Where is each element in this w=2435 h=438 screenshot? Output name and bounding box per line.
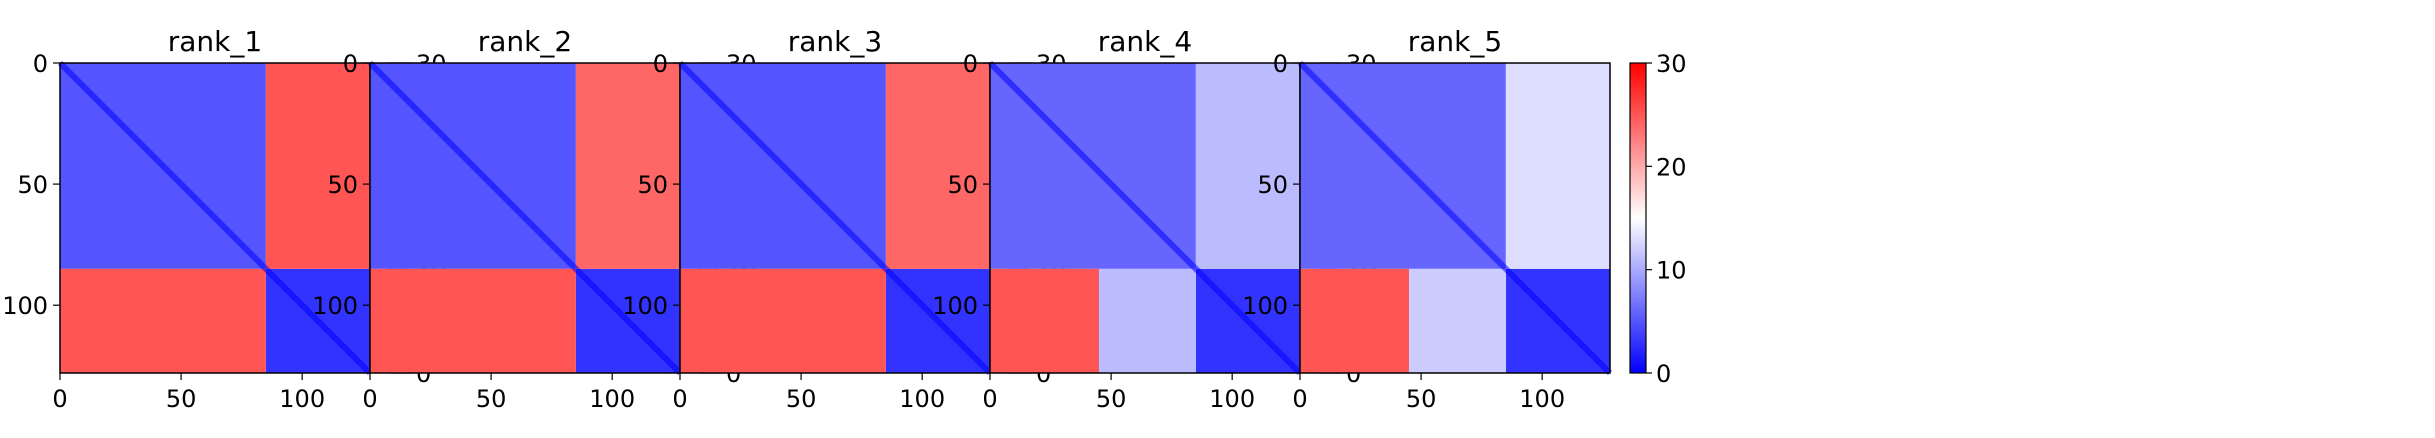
heatmap-block-3 [1300,268,1409,373]
heatmap-block-3 [680,268,886,373]
y-tick-label: 0 [343,50,358,78]
panel-title: rank_2 [478,25,572,58]
colorbar-tick-label: 20 [1656,153,1687,181]
colorbar-tick-label: 10 [1656,257,1687,285]
x-tick-label: 100 [279,385,325,413]
x-tick-label: 100 [1209,385,1255,413]
diagonal [1297,60,1613,376]
x-tick-label: 100 [1519,385,1565,413]
heatmap-block-2 [265,63,370,269]
y-tick-label: 50 [17,171,48,199]
heatmap-block-3 [60,268,266,373]
colorbar-tick-label: 0 [1656,360,1671,388]
diagonal [57,60,373,376]
x-tick-label: 0 [1292,385,1307,413]
x-tick-label: 50 [166,385,197,413]
heatmap-block-2 [1505,63,1610,269]
x-tick-label: 100 [589,385,635,413]
y-tick-label: 50 [1257,171,1288,199]
heatmap-block-3 [990,268,1099,373]
diagonal [987,60,1303,376]
y-tick-label: 100 [312,292,358,320]
y-tick-label: 0 [1273,50,1288,78]
x-tick-label: 0 [52,385,67,413]
x-tick-label: 50 [476,385,507,413]
y-tick-label: 50 [637,171,668,199]
y-tick-label: 0 [653,50,668,78]
y-tick-label: 100 [1242,292,1288,320]
panel-title: rank_1 [168,25,262,58]
panel-title: rank_5 [1408,25,1502,58]
panel-rank_4: rank_40501000501000102030 [932,25,1376,413]
panel-title: rank_3 [788,25,882,58]
heatmap-block-3 [370,268,576,373]
panel-rank_3: rank_30501000501000102030 [622,25,1066,413]
heatmap-block-2 [1195,63,1300,269]
heatmap-block-4 [1408,268,1506,373]
y-tick-label: 0 [963,50,978,78]
panel-rank_5: rank_5 0 50 100 0 50 100 0 10 20 30 [1242,25,1686,413]
x-tick-label: 50 [786,385,817,413]
colorbar-tick-label: 30 [1656,50,1687,78]
colorbar [1629,62,1647,374]
x-tick-label: 50 [1406,385,1437,413]
y-tick-label: 100 [622,292,668,320]
axes-frame [1299,62,1611,374]
panel-rank_2: rank_20501000501000102030 [312,25,756,413]
y-tick-label: 50 [947,171,978,199]
y-tick-label: 0 [33,50,48,78]
heatmap-block-2 [885,63,990,269]
x-tick-label: 0 [362,385,377,413]
x-tick-label: 100 [899,385,945,413]
diagonal [367,60,683,376]
y-tick-label: 100 [932,292,978,320]
diagonal [677,60,993,376]
heatmap-block-2 [575,63,680,269]
heatmap-block-4 [1098,268,1196,373]
panel-title: rank_4 [1098,25,1192,58]
x-tick-label: 50 [1096,385,1127,413]
x-tick-label: 0 [672,385,687,413]
y-tick-label: 100 [2,292,48,320]
y-tick-label: 50 [327,171,358,199]
x-tick-label: 0 [982,385,997,413]
